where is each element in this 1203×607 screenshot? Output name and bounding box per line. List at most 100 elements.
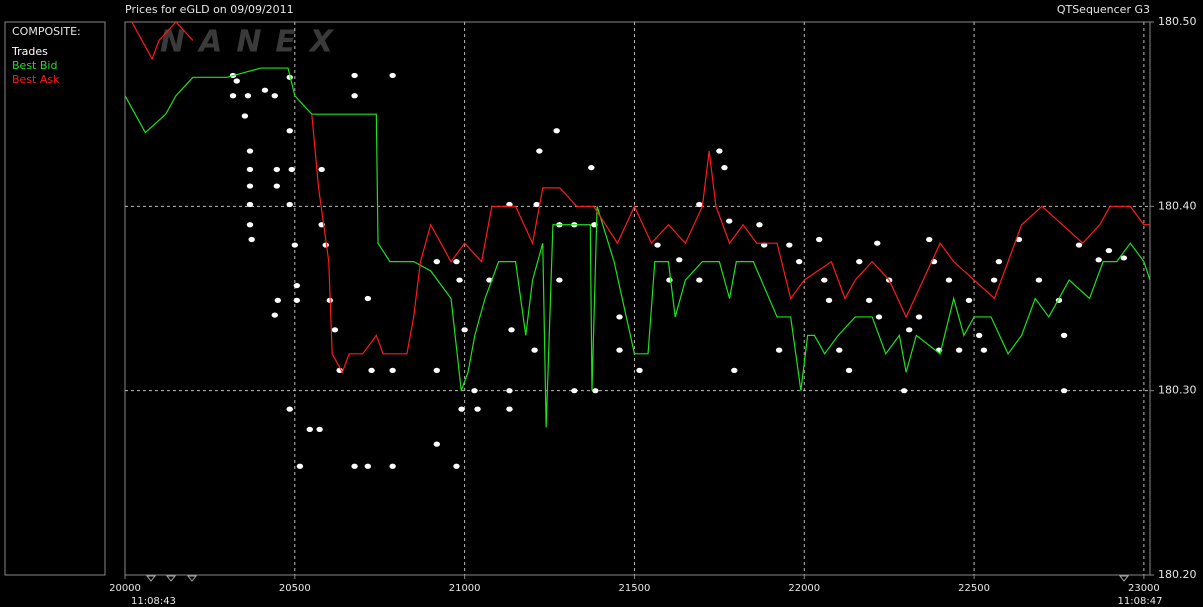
x-tick-label: 23000 (1128, 583, 1160, 594)
trade-point (875, 314, 883, 320)
trade-point (654, 242, 661, 248)
trade-point (980, 347, 988, 353)
trade-point (731, 367, 738, 373)
trade-point (616, 347, 623, 353)
y-tick-label: 180.30 (1158, 384, 1197, 397)
trade-point (331, 327, 339, 333)
trade-point (716, 148, 723, 154)
trade-point (293, 297, 301, 303)
trade-point (533, 201, 540, 208)
legend-entry: Best Ask (12, 73, 60, 86)
trade-point (592, 388, 599, 394)
trade-point (1095, 257, 1102, 263)
trade-point (1075, 242, 1083, 248)
trade-point (368, 367, 375, 373)
trade-point (845, 367, 853, 373)
legend-title: COMPOSITE: (12, 25, 81, 38)
trade-point (296, 463, 304, 469)
trade-point (786, 242, 793, 248)
trade-point (816, 236, 823, 243)
trade-point (433, 367, 440, 373)
trade-point (616, 314, 623, 320)
trade-point (351, 72, 358, 79)
trade-point (571, 388, 578, 394)
trade-point (241, 113, 249, 119)
trade-point (288, 166, 295, 173)
trade-point (1105, 247, 1113, 254)
time-markers (145, 575, 1130, 582)
trade-point (246, 166, 254, 173)
trade-point (306, 426, 313, 432)
trade-point (906, 327, 913, 333)
legend-entry: Trades (11, 45, 48, 58)
trade-point (775, 347, 783, 353)
trade-point (364, 295, 372, 302)
trade-point (271, 312, 278, 318)
trade-point (1035, 277, 1043, 283)
y-tick-label: 180.40 (1158, 199, 1197, 212)
trade-point (286, 201, 293, 208)
trade-point (471, 388, 478, 394)
app-name: QTSequencer G3 (1057, 3, 1150, 16)
trade-point (696, 277, 703, 283)
trade-point (1060, 388, 1068, 394)
trade-point (531, 347, 538, 353)
trade-point (676, 257, 683, 263)
legend-panel (4, 21, 106, 576)
trade-point (474, 406, 481, 412)
trade-point (874, 240, 881, 246)
trade-point (461, 327, 468, 333)
trade-point (453, 259, 460, 265)
start-time: 11:08:43 (131, 596, 176, 607)
trade-point (322, 242, 329, 248)
trade-point (666, 277, 673, 283)
end-time: 11:08:47 (1118, 596, 1163, 607)
trade-point (856, 259, 863, 265)
trade-point (271, 93, 278, 99)
trade-point (433, 259, 440, 265)
trade-point (246, 183, 254, 189)
trade-point (756, 222, 763, 228)
trade-point (389, 463, 396, 469)
trade-point (274, 297, 282, 303)
trade-point (286, 406, 293, 412)
trade-point (725, 218, 733, 224)
y-tick-label: 180.50 (1158, 15, 1197, 28)
trade-point (248, 236, 255, 243)
trade-point (536, 148, 543, 154)
trade-point (458, 406, 465, 412)
trade-point (229, 93, 237, 99)
trade-point (286, 128, 293, 134)
trade-point (261, 87, 269, 93)
trade-point (233, 78, 240, 84)
trade-point (291, 242, 299, 248)
trade-point (553, 128, 560, 134)
trade-point (318, 166, 325, 173)
trade-point (389, 367, 396, 373)
legend-entry: Best Bid (12, 59, 57, 72)
trade-point (316, 426, 323, 432)
trade-point (636, 367, 643, 373)
price-line (311, 114, 1150, 374)
price-line (125, 67, 1150, 428)
trade-point (821, 277, 828, 283)
trade-point (945, 277, 953, 283)
trade-point (588, 165, 595, 171)
x-tick-label: 22500 (958, 583, 990, 594)
trade-point (246, 148, 254, 154)
price-line (131, 22, 194, 61)
trade-point (995, 259, 1003, 265)
trade-point (865, 297, 873, 303)
trade-point (273, 166, 281, 173)
trade-point (389, 72, 396, 79)
trade-point (836, 347, 843, 353)
trade-point (273, 183, 281, 189)
x-tick-label: 20500 (279, 583, 311, 594)
plot-layer (125, 22, 1150, 469)
trade-point (1060, 332, 1068, 338)
trade-point (506, 406, 513, 412)
chart-title: Prices for eGLD on 09/09/2011 (125, 3, 294, 16)
trade-point (955, 347, 963, 353)
trade-point (433, 441, 440, 447)
